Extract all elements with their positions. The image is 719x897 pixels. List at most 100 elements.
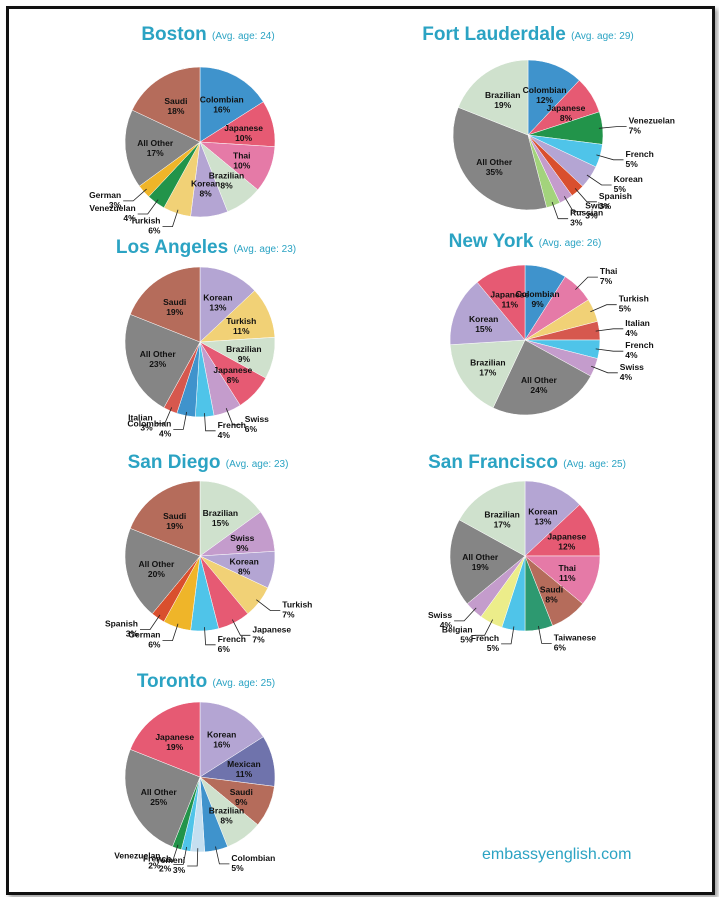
pie-slice-korean bbox=[524, 480, 581, 557]
slice-label-name: Mexican bbox=[227, 759, 261, 769]
pie-slice-brazilian bbox=[458, 480, 526, 557]
slice-label-name: Korean bbox=[230, 556, 259, 566]
pie-slice-korean bbox=[199, 701, 264, 778]
pie-chart-boston: Boston (Avg. age: 24) Colombian 16% Japanes… bbox=[89, 24, 276, 236]
pie-slice-korean bbox=[449, 281, 526, 345]
pie-slice-all-other bbox=[452, 107, 547, 211]
slice-label-french: French 5% bbox=[471, 633, 500, 653]
slice-label-korean: Korean 13% bbox=[528, 507, 557, 527]
slice-label-value: 16% bbox=[213, 105, 230, 115]
slice-label-name: French bbox=[218, 634, 246, 644]
slice-label-swiss: Swiss 4% bbox=[620, 362, 644, 382]
slice-label-name: Korean bbox=[203, 293, 232, 303]
slice-label-value: 7% bbox=[252, 634, 265, 644]
slice-label-all-other: All Other 23% bbox=[140, 349, 177, 369]
leader-line-thai bbox=[575, 276, 598, 290]
slice-label-value: 2% bbox=[159, 863, 172, 873]
slice-label-name: Thai bbox=[559, 563, 576, 573]
leader-line-venezuelan bbox=[162, 844, 179, 862]
chart-title-text: Boston bbox=[141, 24, 212, 45]
slice-label-swiss: Swiss 4% bbox=[428, 610, 453, 630]
slice-label-russian: Russian 3% bbox=[570, 208, 603, 228]
slice-label-brazilian: Brazilian 8% bbox=[209, 170, 244, 190]
leader-line-japanese bbox=[231, 619, 251, 636]
slice-label-name: Russian bbox=[570, 208, 603, 218]
slice-label-name: Saudi bbox=[163, 511, 186, 521]
slice-label-value: 8% bbox=[238, 566, 251, 576]
chart-title-san-francisco: San Francisco (Avg. age: 25) bbox=[428, 452, 626, 473]
slice-label-value: 6% bbox=[148, 226, 161, 236]
slice-label-name: Saudi bbox=[163, 297, 186, 307]
slice-label-name: French bbox=[625, 340, 653, 350]
slice-label-japanese: Japanese 8% bbox=[213, 365, 252, 385]
slice-label-value: 25% bbox=[150, 797, 167, 807]
slice-label-value: 3% bbox=[140, 423, 153, 433]
chart-title-text: San Diego bbox=[128, 452, 226, 473]
chart-title-text: Toronto bbox=[137, 671, 213, 692]
leader-line-german bbox=[162, 623, 179, 641]
slice-label-value: 4% bbox=[625, 328, 638, 338]
slice-label-colombian: Colombian 5% bbox=[231, 853, 275, 873]
slice-label-japanese: Japanese 7% bbox=[252, 624, 291, 644]
leader-line-french bbox=[501, 626, 515, 645]
website-label[interactable]: embassyenglish.com bbox=[482, 846, 632, 863]
pie-chart-new-york: New York (Avg. age: 26) Colombian 9% Thai 7%… bbox=[449, 231, 654, 416]
slice-label-all-other: All Other 19% bbox=[462, 552, 499, 572]
slice-label-name: Spanish bbox=[599, 191, 632, 201]
slice-label-french: French 2% bbox=[143, 853, 172, 873]
slice-label-name: All Other bbox=[137, 138, 174, 148]
slice-label-value: 11% bbox=[502, 300, 519, 310]
slice-label-name: Japanese bbox=[213, 365, 252, 375]
chart-title-text: Fort Lauderdale bbox=[422, 24, 571, 45]
slice-label-value: 35% bbox=[486, 167, 503, 177]
slice-label-swiss: Swiss 6% bbox=[245, 414, 269, 434]
slice-label-japanese: Japanese 11% bbox=[490, 290, 529, 310]
slice-label-korean: Korean 8% bbox=[230, 556, 259, 576]
slice-label-brazilian: Brazilian 17% bbox=[484, 509, 519, 529]
slice-label-name: Brazilian bbox=[226, 344, 261, 354]
leader-line-turkish bbox=[162, 209, 179, 228]
pie-chart-toronto: Toronto (Avg. age: 25) Korean 16% Mexican 11… bbox=[114, 671, 275, 875]
slice-label-thai: Thai 10% bbox=[233, 151, 251, 171]
chart-title-san-diego: San Diego (Avg. age: 23) bbox=[128, 452, 289, 473]
slice-label-name: Korean bbox=[191, 179, 220, 189]
slice-label-name: Swiss bbox=[585, 201, 609, 211]
chart-subtitle-text: (Avg. age: 23) bbox=[226, 459, 289, 470]
chart-subtitle-text: (Avg. age: 24) bbox=[212, 31, 275, 42]
slice-label-value: 3% bbox=[109, 200, 122, 210]
pie-slice-brazilian bbox=[449, 339, 526, 409]
slice-label-name: All Other bbox=[476, 157, 513, 167]
slice-label-name: Japanese bbox=[252, 624, 291, 634]
slice-label-value: 4% bbox=[620, 372, 633, 382]
slice-label-value: 2% bbox=[148, 861, 161, 871]
slice-label-japanese: Japanese 19% bbox=[155, 732, 194, 752]
slice-label-brazilian: Brazilian 9% bbox=[226, 344, 261, 364]
slice-label-value: 4% bbox=[159, 428, 172, 438]
slice-label-value: 19% bbox=[472, 562, 489, 572]
slice-label-yemeni: Yemeni 3% bbox=[155, 855, 185, 875]
slice-label-name: Korean bbox=[207, 730, 236, 740]
slice-label-name: Venezuelan bbox=[114, 851, 160, 861]
slice-label-name: Japanese bbox=[490, 290, 529, 300]
slice-label-value: 19% bbox=[166, 742, 183, 752]
slice-label-value: 8% bbox=[220, 180, 233, 190]
chart-title-boston: Boston (Avg. age: 24) bbox=[141, 24, 274, 45]
chart-title-text: San Francisco bbox=[428, 452, 563, 473]
leader-line-french bbox=[596, 154, 624, 161]
slice-label-japanese: Japanese 8% bbox=[547, 103, 586, 123]
leader-line-colombian bbox=[215, 846, 230, 865]
slice-label-venezuelan: Venezuelan 2% bbox=[114, 851, 161, 871]
slice-label-swiss: Swiss 3% bbox=[585, 201, 609, 221]
pie-slice-korean bbox=[199, 266, 256, 343]
slice-label-value: 12% bbox=[536, 95, 553, 105]
slice-label-name: French bbox=[143, 853, 171, 863]
slice-label-french: French 6% bbox=[218, 634, 246, 654]
slice-label-japanese: Japanese 10% bbox=[224, 123, 263, 143]
slice-label-saudi: Saudi 9% bbox=[230, 787, 253, 807]
slice-label-name: Belgian bbox=[442, 624, 473, 634]
slice-label-saudi: Saudi 8% bbox=[540, 584, 563, 604]
slice-label-name: Brazilian bbox=[484, 509, 519, 519]
slice-label-name: Swiss bbox=[230, 533, 254, 543]
slice-label-name: Spanish bbox=[105, 619, 138, 629]
